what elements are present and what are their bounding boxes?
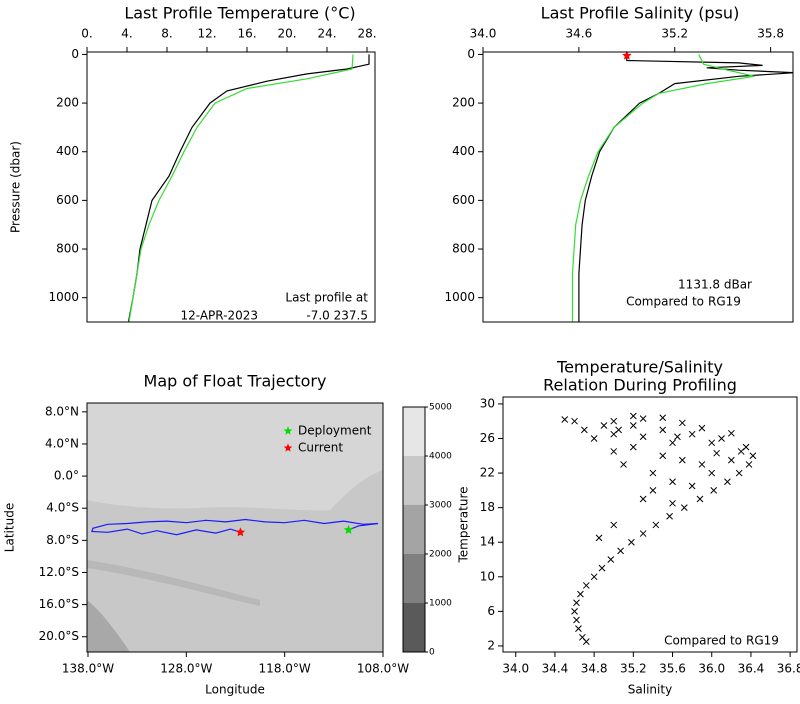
chart-title: Last Profile Temperature (°C) [124,4,355,23]
x-tick-label: 36.8 [777,662,800,676]
x-tick-label: 138.0°W [62,662,114,676]
x-tick-label: 35.2 [661,27,688,41]
x-tick-label: 35.6 [659,662,686,676]
reference-label: RG19 [708,295,741,309]
x-tick-label: 118.0°W [259,662,311,676]
annotation: Compared to [626,295,704,309]
x-tick-label: 28. [357,27,376,41]
y-tick-label: 200 [56,96,79,110]
y-tick-label: 0 [467,47,475,61]
x-tick-label: 36.4 [738,662,765,676]
y-tick-label: 600 [56,193,79,207]
x-tick-label: 34.6 [566,27,593,41]
bathymetry-shallow [87,403,383,510]
y-tick-label: 12.0°S [39,565,79,579]
annotation: Last profile at [285,291,368,305]
legend-label: Deployment [298,424,372,438]
colorbar-bin [403,603,425,652]
y-tick-label: 30 [480,396,495,410]
x-tick-label: 8. [161,27,172,41]
y-tick-label: 1000 [444,290,475,304]
y-tick-label: 14 [480,535,495,549]
y-axis-label: Temperature [457,486,471,563]
y-tick-label: 400 [56,144,79,158]
y-tick-label: 0 [71,47,79,61]
colorbar-bin [403,407,425,456]
x-axis-label: Salinity [628,683,672,697]
y-tick-label: 600 [452,193,475,207]
y-tick-label: 4.0°N [45,436,79,450]
reference-label: RG19 [746,634,779,648]
y-tick-label: 4.0°S [46,501,79,515]
chart-title: Temperature/Salinity [556,358,723,377]
legend-label: Current [298,441,343,455]
y-tick-label: 18 [480,500,495,514]
x-tick-label: 36.0 [698,662,725,676]
colorbar-bin [403,456,425,505]
y-axis-label: Latitude [3,503,17,552]
x-tick-label: 108.0°W [357,662,409,676]
colorbar-label: 2000 [429,550,452,560]
y-tick-label: 800 [452,242,475,256]
x-tick-label: 34.8 [581,662,608,676]
colorbar-label: 4000 [429,452,452,462]
y-tick-label: 22 [480,466,495,480]
y-tick-label: 2 [487,638,495,652]
y-tick-label: 8.0°S [46,533,79,547]
y-tick-label: 16.0°S [39,597,79,611]
x-tick-label: 35.2 [620,662,647,676]
x-tick-label: 24. [317,27,336,41]
colorbar-label: 0 [429,648,435,658]
x-tick-label: 20. [277,27,296,41]
annotation: 1131.8 dBar [678,278,752,292]
y-tick-label: 800 [56,242,79,256]
x-tick-label: 128.0°W [160,662,212,676]
x-axis-label: Longitude [205,683,265,697]
x-tick-label: 34.0 [470,27,497,41]
colorbar-label: 1000 [429,599,452,609]
annotation: -7.0 237.5 [306,309,368,323]
y-tick-label: 8.0°N [45,404,79,418]
x-tick-label: 16. [237,27,256,41]
y-axis-label: Pressure (dbar) [9,141,23,233]
y-tick-label: 10 [480,569,495,583]
chart-title: Last Profile Salinity (psu) [541,4,740,23]
colorbar-bin [403,554,425,603]
x-tick-label: 0. [81,27,92,41]
colorbar-label: 5000 [429,403,452,413]
x-tick-label: 12. [197,27,216,41]
x-tick-label: 35.8 [757,27,784,41]
y-tick-label: 6 [487,604,495,618]
annotation: 12-APR-2023 [180,309,258,323]
x-tick-label: 34.0 [502,662,529,676]
chart-title: Map of Float Trajectory [144,372,327,391]
y-tick-label: 200 [452,96,475,110]
x-tick-label: 34.4 [542,662,569,676]
y-tick-label: 26 [480,431,495,445]
y-tick-label: 20.0°S [39,629,79,643]
colorbar-bin [403,505,425,554]
y-tick-label: 400 [452,144,475,158]
y-tick-label: 0.0° [54,469,79,483]
colorbar-label: 3000 [429,501,452,511]
y-tick-label: 1000 [48,290,79,304]
x-tick-label: 4. [121,27,132,41]
chart-subtitle: Relation During Profiling [543,376,737,395]
annotation: Compared to [664,634,742,648]
